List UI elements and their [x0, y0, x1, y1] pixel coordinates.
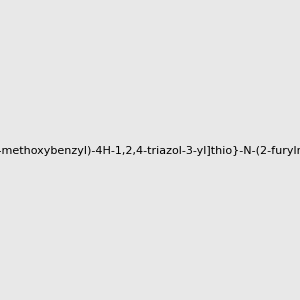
Text: 2-{[4-ethyl-5-(4-methoxybenzyl)-4H-1,2,4-triazol-3-yl]thio}-N-(2-furylmethyl)ace: 2-{[4-ethyl-5-(4-methoxybenzyl)-4H-1,2,4… [0, 146, 300, 157]
